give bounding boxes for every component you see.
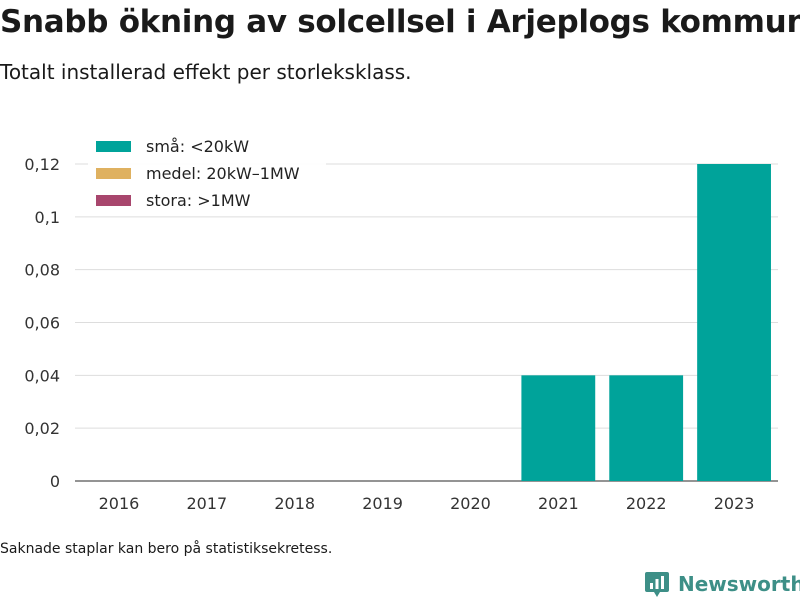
x-tick-label: 2023 [714,494,755,513]
legend-swatch [96,195,131,206]
x-tick-label: 2017 [186,494,227,513]
legend-swatch [96,168,131,179]
y-tick-label: 0,08 [24,261,60,280]
newsworthy-icon [645,572,669,597]
y-tick-label: 0,04 [24,366,60,385]
y-tick-label: 0,02 [24,419,60,438]
bar [609,375,684,481]
footnote: Saknade staplar kan bero på statistiksek… [0,541,333,557]
y-tick-label: 0,06 [24,314,60,333]
chart-subtitle: Totalt installerad effekt per storlekskl… [0,60,412,84]
y-tick-label: 0 [50,472,60,491]
x-tick-label: 2019 [362,494,403,513]
y-tick-label: 0,12 [24,155,60,174]
brand-logo[interactable]: Newsworthy [644,570,800,598]
x-tick-label: 2018 [274,494,315,513]
brand-name: Newsworthy [678,572,800,596]
legend-label: medel: 20kW–1MW [146,164,300,183]
x-tick-label: 2022 [626,494,667,513]
bar [697,164,771,481]
legend-label: stora: >1MW [146,191,251,210]
x-tick-label: 2016 [99,494,140,513]
x-tick-label: 2021 [538,494,579,513]
legend-label: små: <20kW [146,137,249,156]
x-tick-label: 2020 [450,494,491,513]
bar [521,375,596,481]
bar-chart: 0 0,02 0,04 0,06 0,08 0,1 0,12 2016 2017 2018 2019… [24,130,778,513]
legend-swatch [96,141,131,152]
y-tick-label: 0,1 [35,208,60,227]
chart-title: Snabb ökning av solcellsel i Arjeplogs k… [0,4,800,40]
